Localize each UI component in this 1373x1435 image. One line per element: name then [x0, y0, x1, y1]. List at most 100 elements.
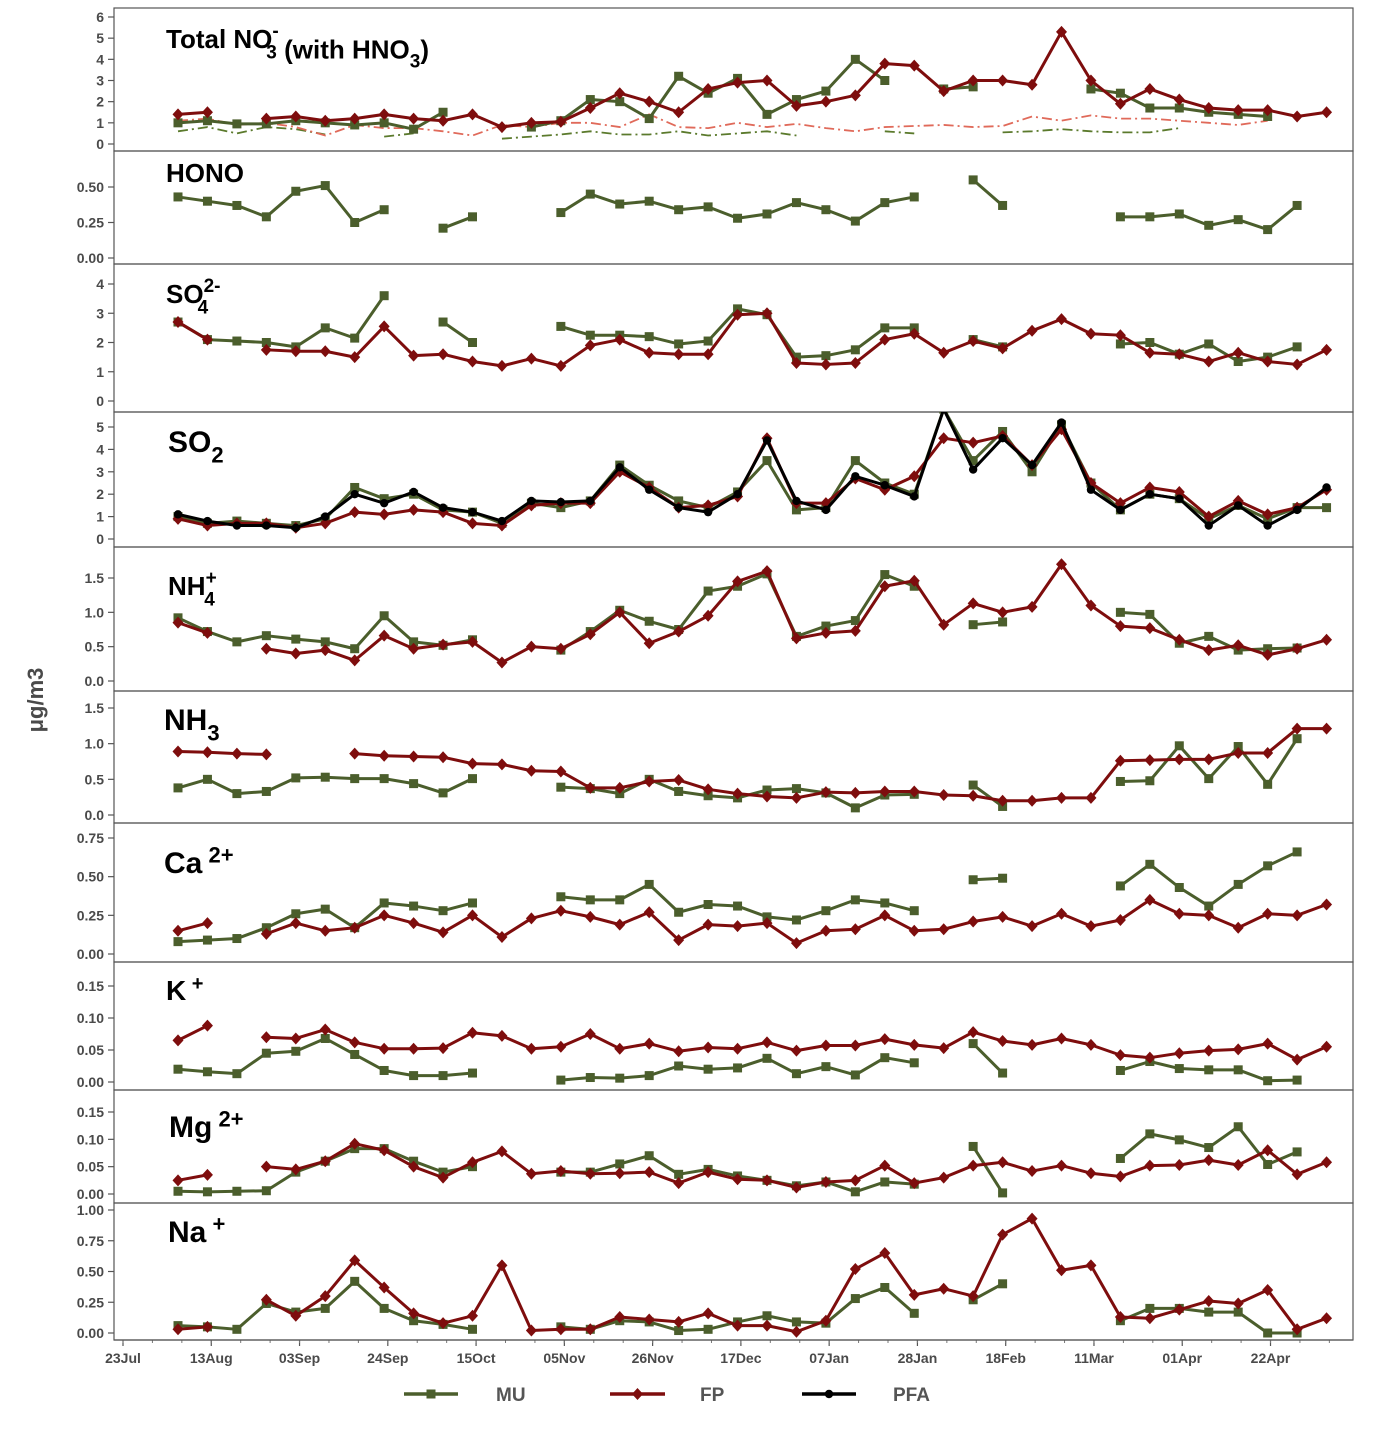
- fp-marker: [702, 918, 714, 931]
- fp-marker: [260, 1160, 272, 1173]
- fp-marker: [1144, 1159, 1156, 1172]
- mu-marker: [173, 118, 183, 128]
- series-group: [173, 175, 1302, 235]
- mu-marker: [379, 494, 389, 504]
- fp-marker: [702, 348, 714, 361]
- mu-marker: [320, 637, 330, 647]
- pfa-marker: [173, 510, 183, 519]
- mu-marker: [1263, 861, 1273, 871]
- mu-marker: [968, 620, 978, 630]
- fp-marker: [1114, 620, 1126, 633]
- panel-title-k: K +: [166, 973, 203, 1006]
- y-tick-label: 5: [96, 30, 104, 46]
- fp-marker: [967, 597, 979, 610]
- fp-marker: [790, 1325, 802, 1338]
- mu-marker: [674, 786, 684, 796]
- y-tick-label: 0.15: [77, 1104, 104, 1120]
- mu-marker: [1174, 1064, 1184, 1074]
- mu-marker: [232, 1186, 242, 1196]
- fp-marker: [467, 909, 478, 922]
- mu-marker: [850, 1294, 860, 1304]
- fp-marker: [1144, 82, 1156, 95]
- x-tick-label: 01Apr: [1162, 1350, 1202, 1366]
- fp-marker: [1321, 106, 1333, 119]
- fp-marker: [732, 1173, 744, 1186]
- series-line: [177, 320, 209, 341]
- mu-marker: [762, 1053, 772, 1063]
- mu-marker: [1174, 103, 1184, 113]
- mu-marker: [409, 637, 419, 647]
- fp-marker: [673, 625, 685, 638]
- mu-marker: [674, 205, 684, 215]
- panel-title-so2: SO2: [168, 426, 224, 468]
- mu-marker: [703, 1324, 713, 1334]
- mu-marker: [202, 1187, 212, 1197]
- series-pfa: [173, 412, 1331, 532]
- mu-marker: [821, 1062, 831, 1072]
- fp-marker: [879, 580, 891, 593]
- fp-marker: [378, 1042, 390, 1055]
- fp-marker: [496, 1259, 508, 1272]
- fp-marker: [1026, 324, 1038, 337]
- legend-label: PFA: [893, 1385, 930, 1406]
- panel-title-nh4: NH+ 4: [168, 568, 217, 610]
- x-tick-label: 24Sep: [367, 1350, 408, 1366]
- fp-marker: [1262, 1283, 1274, 1296]
- fp-marker: [260, 343, 272, 356]
- fp-marker: [467, 1156, 478, 1169]
- mu-marker: [438, 317, 448, 327]
- mu-marker: [173, 783, 183, 793]
- mu-marker: [703, 202, 713, 212]
- fp-marker: [761, 74, 773, 87]
- mu-marker: [1292, 200, 1302, 210]
- fp-marker: [997, 794, 1009, 807]
- pfa-marker: [232, 521, 242, 530]
- mu-marker: [615, 97, 625, 107]
- fp-marker: [525, 352, 537, 365]
- fp-marker: [437, 1317, 449, 1330]
- legend-item-mu: MU: [404, 1385, 526, 1406]
- y-tick-label: 0.0: [85, 673, 105, 689]
- fp-marker: [967, 436, 979, 449]
- x-tick-label: 15Oct: [457, 1350, 496, 1366]
- fp-marker: [1262, 1144, 1274, 1157]
- x-tick-label: 11Mar: [1074, 1350, 1114, 1366]
- fp-marker: [378, 909, 390, 922]
- fp-marker: [467, 635, 478, 648]
- mu-marker: [1115, 339, 1125, 349]
- mu-marker: [1263, 1328, 1273, 1338]
- x-tick-label: 17Dec: [720, 1350, 761, 1366]
- series-line: [972, 1042, 1004, 1075]
- mu-marker: [644, 114, 654, 124]
- mu-marker: [998, 873, 1008, 883]
- mu-marker: [320, 1303, 330, 1313]
- fp-marker: [525, 764, 537, 777]
- legend-item-fp: FP: [610, 1385, 725, 1406]
- fp-marker: [761, 790, 773, 803]
- fp-marker: [1232, 921, 1244, 934]
- y-axis-unit-label: μg/m3: [23, 668, 48, 733]
- fp-marker: [555, 359, 567, 372]
- mu-marker: [1292, 1147, 1302, 1157]
- mu-marker: [409, 1316, 419, 1326]
- fp-marker: [1291, 642, 1303, 655]
- pfa-marker: [821, 505, 831, 515]
- series-line: [177, 412, 1328, 530]
- mu-marker: [1204, 631, 1214, 641]
- fp-marker: [1262, 746, 1274, 759]
- mu-marker: [1174, 741, 1184, 751]
- fp-marker: [643, 1166, 655, 1179]
- series-fp: [172, 558, 1333, 669]
- fp-marker: [584, 781, 596, 794]
- fp-marker: [1291, 1323, 1303, 1336]
- fp-marker: [437, 638, 449, 651]
- mu-marker: [850, 1070, 860, 1080]
- fp-marker: [260, 112, 272, 125]
- y-tick-label: 0.00: [77, 946, 104, 962]
- series-line: [266, 562, 1327, 664]
- fp-marker: [732, 787, 744, 800]
- fp-marker: [260, 927, 272, 940]
- mu-marker: [232, 637, 242, 647]
- mu-marker: [1204, 339, 1214, 349]
